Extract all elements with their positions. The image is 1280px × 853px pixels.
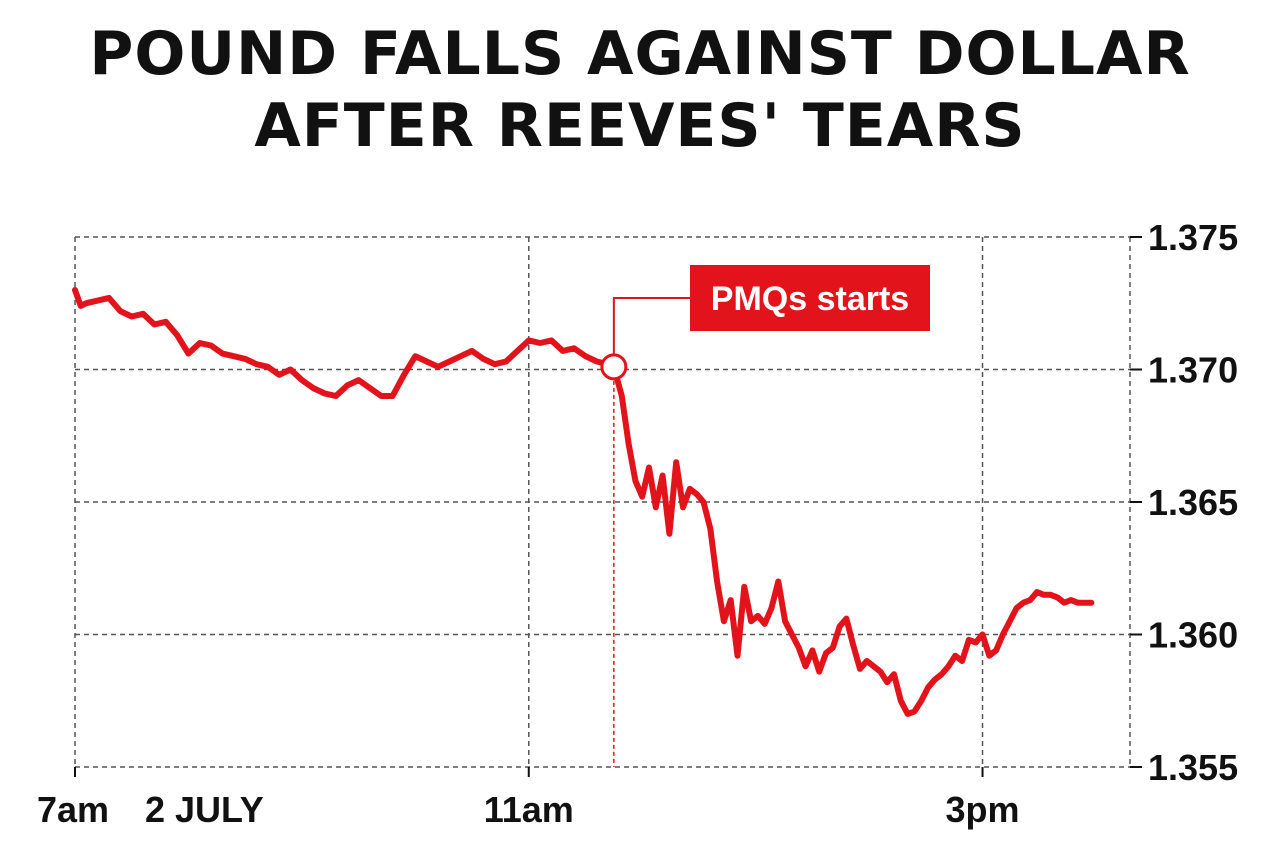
x-tick-label: 7am: [37, 789, 109, 830]
annotation-leader-line: [612, 297, 690, 355]
x-tick-label: 3pm: [946, 789, 1020, 830]
grid: [74, 236, 1131, 768]
y-tick-label: 1.375: [1148, 217, 1238, 258]
annotation-label: PMQs starts: [711, 280, 909, 318]
chart-title: POUND FALLS AGAINST DOLLAR AFTER REEVES'…: [0, 18, 1280, 162]
date-label: 2 JULY: [145, 789, 264, 830]
title-line-2: AFTER REEVES' TEARS: [254, 91, 1026, 161]
axes: [74, 236, 1142, 777]
y-tick-label: 1.370: [1148, 350, 1238, 391]
y-tick-label: 1.365: [1148, 482, 1238, 523]
y-tick-label: 1.360: [1148, 615, 1238, 656]
annotation-marker-layer: [600, 353, 628, 381]
tick-labels: 1.375 1.370 1.365 1.360 1.355 7am 11am 3pm 2 JUL…: [37, 217, 1238, 830]
y-tick-label: 1.355: [1148, 747, 1238, 788]
x-tick-label: 11am: [484, 789, 574, 830]
annotation-box: [690, 265, 930, 331]
annotation: PMQs starts: [612, 265, 930, 767]
annotation-marker: [600, 353, 628, 381]
title-line-1: POUND FALLS AGAINST DOLLAR: [89, 19, 1191, 89]
series-line: [72, 287, 1095, 717]
